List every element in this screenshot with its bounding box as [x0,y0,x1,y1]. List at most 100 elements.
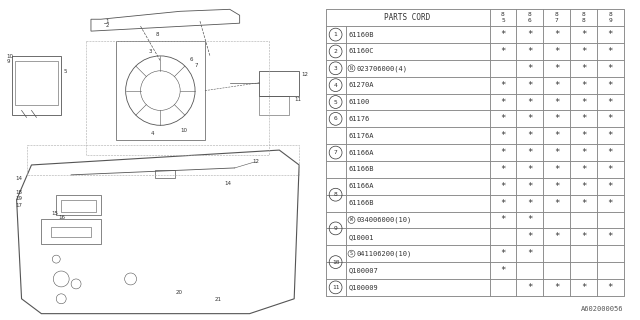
Bar [570,26,597,43]
Text: 1: 1 [333,32,337,37]
Bar [543,60,570,77]
Bar [516,77,543,93]
Bar [597,43,624,60]
Bar [516,279,543,296]
Bar [516,178,543,195]
Text: 8: 8 [528,12,532,17]
Text: 8: 8 [333,192,337,197]
Text: *: * [554,81,559,90]
Text: 61160B: 61160B [349,32,374,37]
Text: *: * [607,30,613,39]
Text: 8: 8 [582,18,586,23]
Text: 5: 5 [501,18,505,23]
Text: W: W [350,218,353,222]
Text: *: * [500,81,506,90]
Bar [597,127,624,144]
Bar [490,195,516,212]
Text: *: * [527,47,532,56]
Text: 1: 1 [106,19,109,24]
Bar [490,26,516,43]
Bar [570,161,597,178]
Text: *: * [580,148,586,157]
Text: 9: 9 [333,226,337,231]
Text: *: * [554,283,559,292]
Bar [543,178,570,195]
Text: 61166B: 61166B [349,200,374,206]
Text: *: * [580,232,586,241]
Text: 4: 4 [150,131,154,136]
Text: *: * [527,232,532,241]
Bar [597,161,624,178]
Text: 7: 7 [555,18,559,23]
Bar [490,43,516,60]
Bar [543,161,570,178]
Bar [346,245,490,262]
Text: *: * [580,165,586,174]
Text: *: * [500,182,506,191]
Text: *: * [554,131,559,140]
Bar [490,60,516,77]
Text: *: * [527,30,532,39]
Text: 034006000(10): 034006000(10) [356,217,412,223]
Bar [516,161,543,178]
Bar [490,127,516,144]
Bar [516,93,543,110]
Bar [543,9,570,26]
Bar [543,144,570,161]
Bar [42,220,101,244]
Bar [156,170,175,178]
Text: N: N [350,66,353,71]
Bar [326,60,346,77]
Text: 3: 3 [148,49,152,54]
Text: S: S [350,251,353,256]
Text: 17: 17 [15,203,22,208]
Bar [61,200,96,212]
Text: *: * [500,98,506,107]
Bar [346,228,490,245]
Text: 3: 3 [333,66,337,71]
Bar [490,228,516,245]
Text: *: * [607,47,613,56]
Bar [490,178,516,195]
Bar [516,26,543,43]
Text: 20: 20 [175,290,182,295]
Text: *: * [554,182,559,191]
Text: *: * [607,131,613,140]
Text: 8: 8 [609,12,612,17]
Bar [326,228,346,245]
Bar [490,161,516,178]
Bar [543,262,570,279]
Bar [346,262,490,279]
Text: *: * [527,148,532,157]
Bar [543,77,570,93]
Bar [516,228,543,245]
Bar [516,60,543,77]
Text: *: * [527,131,532,140]
Text: *: * [554,98,559,107]
Text: 2: 2 [333,49,337,54]
Bar [570,77,597,93]
Bar [570,245,597,262]
Text: PARTS CORD: PARTS CORD [385,13,431,22]
Bar [543,279,570,296]
Text: 61160C: 61160C [349,48,374,54]
Bar [326,212,346,228]
Bar [326,9,490,26]
Bar [516,43,543,60]
Text: *: * [580,283,586,292]
Bar [116,41,205,140]
Bar [346,279,490,296]
Text: 6: 6 [528,18,532,23]
Text: 18: 18 [15,190,22,195]
Bar [543,93,570,110]
Text: *: * [500,266,506,275]
Text: 6: 6 [333,116,337,121]
Bar [346,161,490,178]
Text: *: * [607,98,613,107]
Text: Q100009: Q100009 [349,284,378,290]
Bar [516,9,543,26]
Text: 041106200(10): 041106200(10) [356,251,412,257]
Text: 14: 14 [225,181,232,186]
Bar [516,110,543,127]
Bar [326,26,346,43]
